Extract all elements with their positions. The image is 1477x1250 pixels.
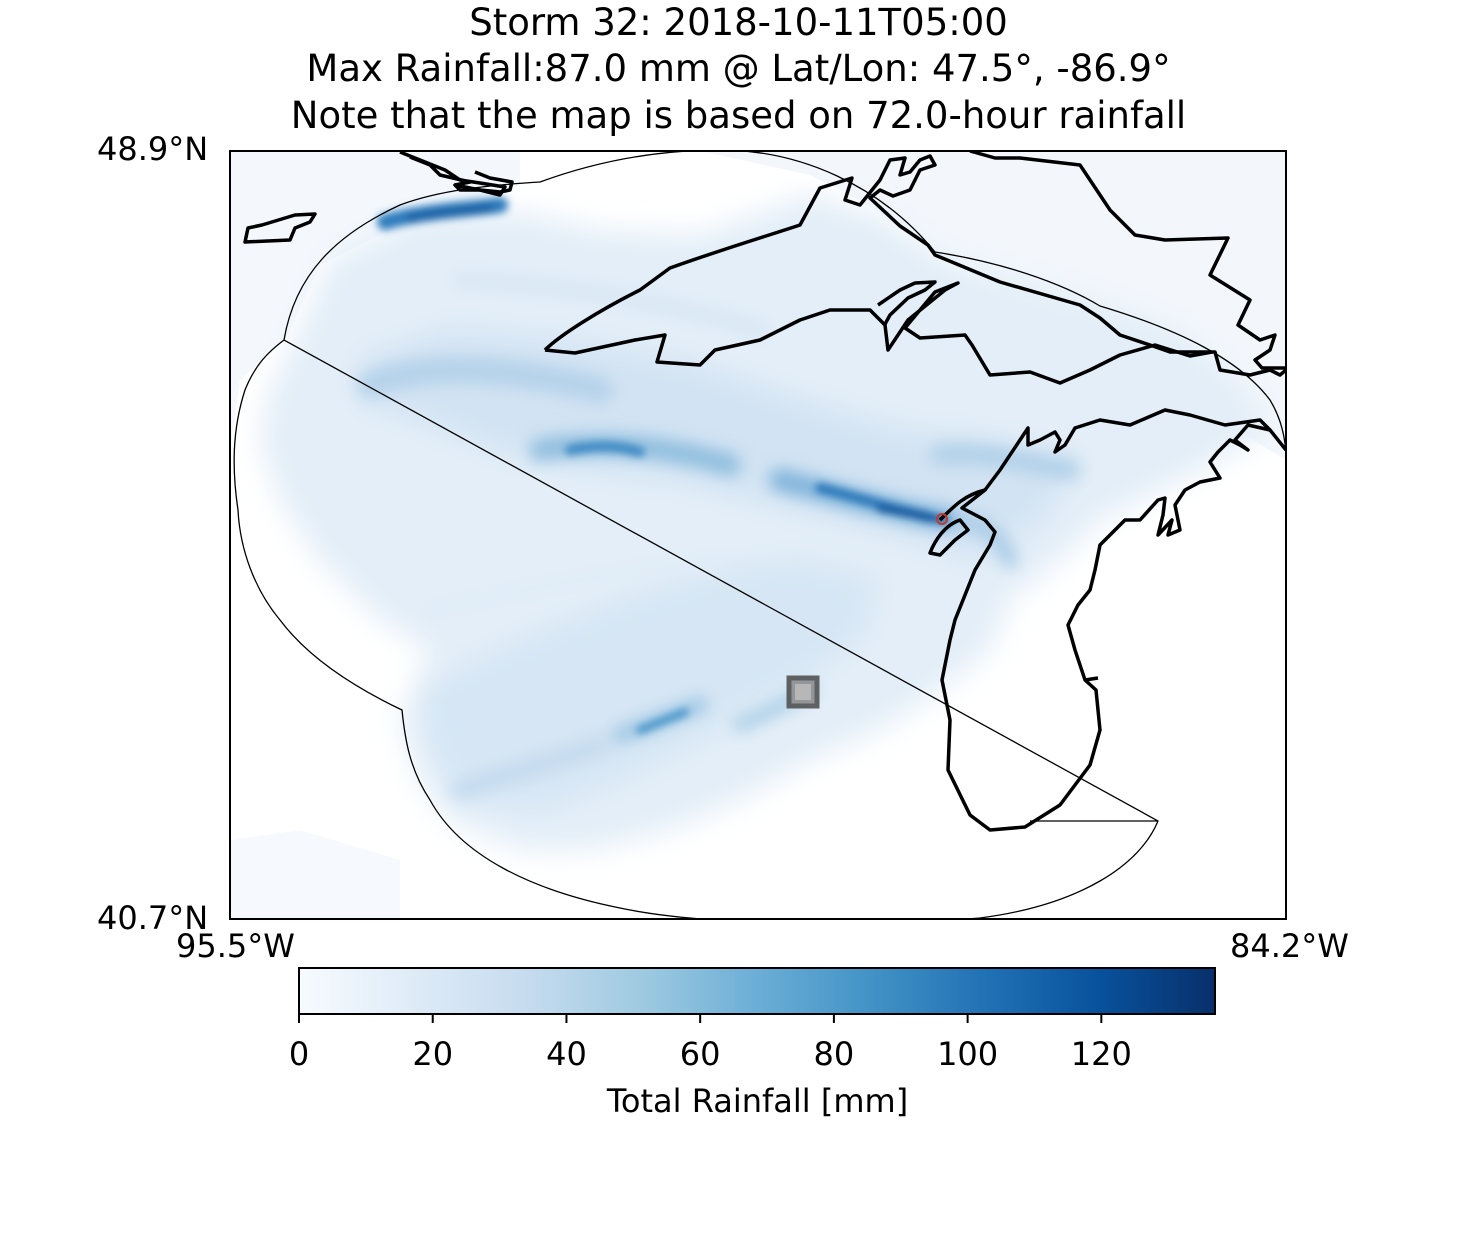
lat-top-label: 48.9°N xyxy=(97,130,209,168)
colorbar-tick-label: 100 xyxy=(937,1035,999,1073)
green-bay-door-peninsula xyxy=(928,518,970,557)
lake-superior-coast xyxy=(543,154,1286,377)
map-frame xyxy=(229,150,1287,920)
map-plot-area xyxy=(230,151,1286,919)
lake-superior-south-shore xyxy=(544,281,1213,385)
location-box-marker xyxy=(786,675,820,709)
lake-michigan-west-coast xyxy=(938,488,1102,832)
colorbar-label: Total Rainfall [mm] xyxy=(606,1082,909,1120)
coastlines xyxy=(243,151,1286,832)
colorbar-tick-label: 120 xyxy=(1070,1035,1132,1073)
max-rainfall-marker xyxy=(936,513,948,525)
colorbar-ticks xyxy=(298,1014,1103,1023)
lon-left-label: 95.5°W xyxy=(176,927,295,965)
lake-michigan-east-coast xyxy=(1066,423,1286,682)
isle-royale xyxy=(243,212,317,244)
canada-border-northeast xyxy=(969,151,1286,370)
colorbar xyxy=(298,967,1216,1015)
colorbar-tick-label: 0 xyxy=(288,1035,310,1073)
title-line-3: Note that the map is based on 72.0-hour … xyxy=(290,94,1187,137)
lat-bottom-label: 40.7°N xyxy=(97,899,209,937)
title-line-2: Max Rainfall:87.0 mm @ Lat/Lon: 47.5°, -… xyxy=(306,47,1171,90)
colorbar-tick-label: 20 xyxy=(412,1035,454,1073)
title-line-1: Storm 32: 2018-10-11T05:00 xyxy=(469,1,1008,44)
lon-right-label: 84.2°W xyxy=(1230,927,1349,965)
colorbar-tick-label: 60 xyxy=(679,1035,721,1073)
keweenaw-peninsula xyxy=(877,280,937,327)
colorbar-tick-label: 40 xyxy=(546,1035,587,1073)
north-shore-coast-2 xyxy=(454,170,514,194)
upper-peninsula-south-coast xyxy=(983,408,1272,492)
colorbar-tick-label: 80 xyxy=(813,1035,855,1073)
